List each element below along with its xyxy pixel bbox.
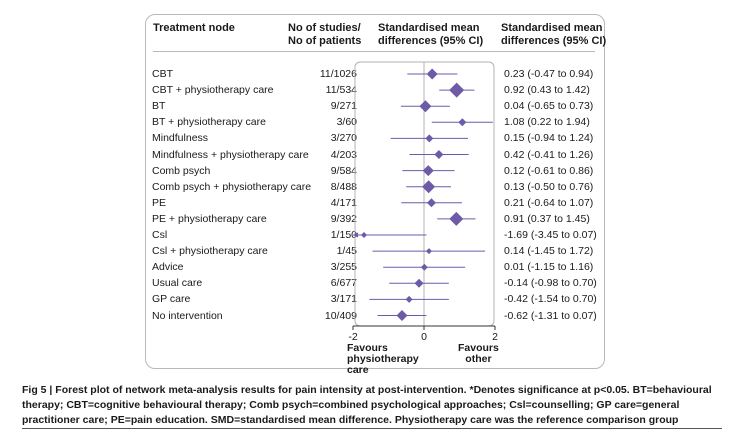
table-frame — [145, 14, 605, 369]
row-ci-text: 0.23 (-0.47 to 0.94) — [504, 68, 594, 80]
row-ci-text: -1.69 (-3.45 to 0.07) — [504, 229, 597, 241]
x-tick-label-0: -2 — [348, 331, 357, 343]
row-label: Csl — [152, 229, 168, 241]
header-smd-values-line2: differences (95% CI) — [501, 35, 607, 47]
row-label: CBT + physiotherapy care — [152, 84, 274, 97]
row-ci-text: 0.04 (-0.65 to 0.73) — [504, 100, 594, 113]
row-label: Mindfulness — [152, 132, 209, 145]
header-treatment-node: Treatment node — [153, 22, 235, 35]
row-studies: 11/534 — [325, 84, 357, 97]
row-ci-text: -0.14 (-0.98 to 0.70) — [504, 277, 597, 290]
row-studies: 3/255 — [330, 261, 357, 274]
row-studies: 4/203 — [330, 148, 357, 161]
x-tick-label-2: 2 — [492, 331, 498, 343]
row-label: BT — [152, 100, 166, 113]
favours-right-line2: other — [465, 353, 492, 365]
row-studies: 9/271 — [330, 100, 357, 113]
row-ci-text: 0.14 (-1.45 to 1.72) — [504, 245, 594, 258]
row-studies: 4/171 — [330, 196, 357, 209]
row-studies: 1/150 — [330, 229, 357, 241]
header-studies: No of studies/ No of patients — [288, 22, 361, 48]
row-label: Csl + physiotherapy care — [152, 245, 268, 258]
row-label: Comb psych + physiotherapy care — [152, 180, 312, 193]
row-studies: 10/409 — [324, 309, 357, 322]
row-label: CBT — [152, 68, 173, 80]
point-marker-9 — [449, 211, 464, 226]
row-studies: 8/488 — [330, 180, 357, 193]
row-ci-text: 0.01 (-1.15 to 1.16) — [504, 261, 594, 274]
x-tick-label-1: 0 — [421, 331, 427, 343]
figure-caption: Fig 5 | Forest plot of network meta-anal… — [22, 384, 712, 426]
row-studies: 3/171 — [330, 293, 357, 306]
row-ci-text: 0.13 (-0.50 to 0.76) — [504, 180, 594, 193]
point-marker-12 — [420, 263, 428, 271]
row-studies: 9/392 — [330, 212, 357, 225]
point-marker-5 — [434, 150, 444, 159]
header-studies-line1: No of studies/ — [288, 22, 361, 34]
row-label: Mindfulness + physiotherapy care — [152, 148, 309, 161]
point-marker-3 — [458, 118, 467, 127]
row-ci-text: 0.12 (-0.61 to 0.86) — [504, 164, 594, 177]
header-treatment-node-text: Treatment node — [153, 22, 235, 34]
point-marker-14 — [405, 295, 413, 303]
row-label: Comb psych — [152, 164, 211, 177]
header-smd-plot-line2: differences (95% CI) — [378, 35, 484, 47]
point-marker-13 — [414, 278, 424, 288]
row-ci-text: 0.91 (0.37 to 1.45) — [504, 212, 590, 225]
row-studies: 9/584 — [330, 164, 357, 177]
forest-plot: -2 0 2 — [348, 61, 498, 343]
header-smd-values-line1: Standardised mean — [501, 22, 603, 34]
point-marker-7 — [422, 180, 436, 194]
favours-left-line2: physiotherapy — [347, 353, 419, 365]
row-ci-text: 0.92 (0.43 to 1.42) — [504, 84, 590, 97]
row-studies: 3/270 — [330, 132, 357, 145]
row-ci-text: 0.21 (-0.64 to 1.07) — [504, 196, 594, 209]
row-label: GP care — [152, 293, 191, 306]
point-marker-10 — [361, 232, 368, 238]
row-label: PE — [152, 196, 167, 209]
row-ci-text: 0.42 (-0.41 to 1.26) — [504, 148, 594, 161]
point-marker-0 — [426, 68, 438, 80]
row-label: PE + physiotherapy care — [152, 212, 267, 225]
row-ci-text: 1.08 (0.22 to 1.94) — [504, 116, 590, 129]
row-studies: 1/45 — [336, 245, 357, 258]
forest-rows: CBT 11/1026 0.23 (-0.47 to 0.94) CBT + phys… — [152, 68, 597, 322]
point-marker-2 — [419, 100, 432, 113]
row-ci-text: -0.42 (-1.54 to 0.70) — [504, 293, 597, 306]
point-marker-11 — [425, 248, 432, 255]
header-divider — [153, 51, 595, 52]
row-studies: 6/677 — [330, 277, 357, 290]
row-ci-text: -0.62 (-1.31 to 0.07) — [504, 309, 597, 322]
favours-left-line3: care — [347, 364, 369, 376]
row-label: Advice — [152, 261, 184, 274]
point-marker-15 — [396, 310, 408, 321]
row-ci-text: 0.15 (-0.94 to 1.24) — [504, 132, 594, 145]
favours-left-line1: Favours — [347, 342, 388, 354]
favours-right-line1: Favours — [458, 342, 499, 354]
row-label: No intervention — [152, 309, 223, 322]
header-smd-plot: Standardised mean differences (95% CI) — [378, 22, 483, 48]
row-label: Usual care — [152, 277, 203, 290]
row-studies: 3/60 — [336, 116, 357, 129]
point-marker-6 — [422, 165, 434, 177]
row-label: BT + physiotherapy care — [152, 116, 266, 129]
favours-right-label: Favours other — [458, 343, 499, 365]
header-smd-plot-line1: Standardised mean — [378, 22, 480, 34]
point-marker-8 — [426, 198, 436, 208]
row-studies: 11/1026 — [319, 68, 357, 80]
header-studies-line2: No of patients — [288, 35, 362, 47]
header-smd-values: Standardised mean differences (95% CI) — [501, 22, 606, 48]
caption-rule — [22, 428, 722, 429]
point-marker-4 — [425, 134, 434, 143]
ci-arrow-left-10 — [353, 232, 358, 238]
favours-left-label: Favours physiotherapy care — [347, 343, 419, 376]
point-marker-1 — [449, 82, 465, 98]
